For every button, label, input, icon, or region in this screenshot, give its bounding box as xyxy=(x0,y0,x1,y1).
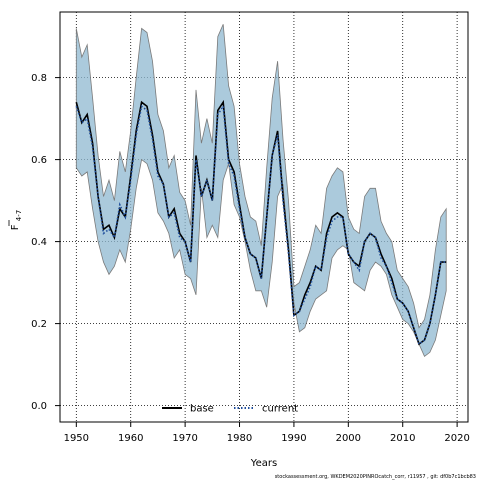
y-tick-label: 0.8 xyxy=(31,73,47,84)
x-tick-label: 1970 xyxy=(172,433,197,444)
series-line-current xyxy=(75,103,447,346)
plot-frame xyxy=(59,11,469,423)
x-axis-title: Years xyxy=(250,458,277,469)
footnote: stockassessment.org, WKDEM2020PINROcatch… xyxy=(275,474,476,480)
y-axis-title: F 4-7 xyxy=(8,210,23,230)
y-tick-label: 0.4 xyxy=(31,237,47,248)
confidence-bands xyxy=(75,24,447,358)
x-tick-label: 1950 xyxy=(64,433,89,444)
x-tick-label: 2010 xyxy=(390,433,415,444)
plot-area xyxy=(59,11,469,423)
x-tick-label: 1960 xyxy=(118,433,143,444)
y-tick-label: 0.6 xyxy=(31,155,47,166)
x-tick-label: 1980 xyxy=(227,433,252,444)
y-axis-title-sub: 4-7 xyxy=(15,210,23,221)
y-tick-label: 0.0 xyxy=(31,401,47,412)
x-tick-label: 1990 xyxy=(281,433,306,444)
legend-label-current: current xyxy=(262,404,298,415)
y-tick-label: 0.2 xyxy=(31,319,47,330)
x-tick-label: 2000 xyxy=(336,433,361,444)
legend: base current xyxy=(162,404,298,415)
x-axis-ticks: 1950 1960 1970 1980 1990 2000 2010 2020 xyxy=(64,422,470,444)
confidence-band xyxy=(75,24,447,358)
svg-text:F 4-7: F 4-7 xyxy=(10,210,23,230)
x-tick-label: 2020 xyxy=(444,433,469,444)
legend-label-base: base xyxy=(190,404,214,415)
y-axis-ticks: 0.0 0.2 0.4 0.6 0.8 xyxy=(31,73,60,412)
series-lines xyxy=(75,99,447,346)
y-axis-title-main: F xyxy=(10,224,21,230)
